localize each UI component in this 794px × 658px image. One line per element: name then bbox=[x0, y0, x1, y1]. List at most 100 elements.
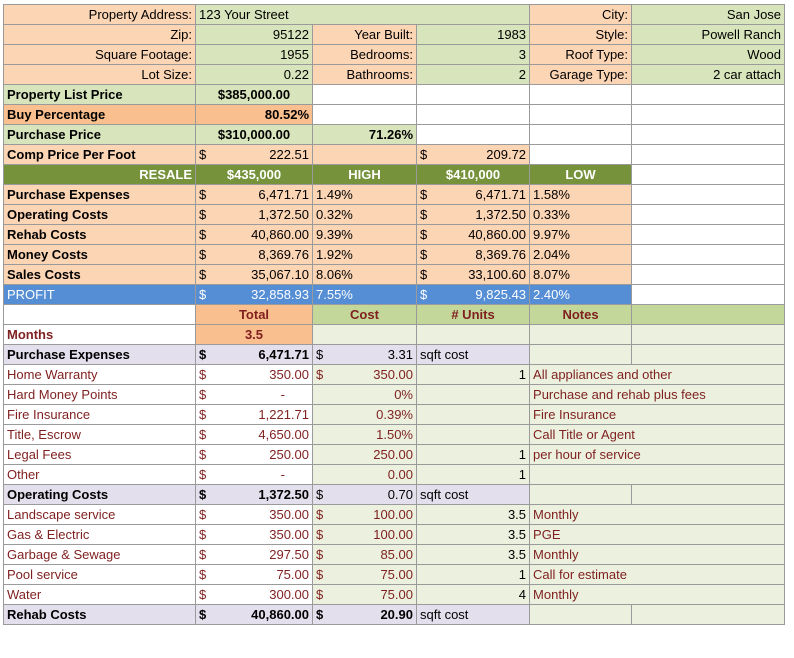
resale-low-pct: 2.04% bbox=[529, 244, 633, 265]
resale-row: Money Costs $8,369.76 1.92% $8,369.76 2.… bbox=[3, 244, 786, 265]
lot-label: Lot Size: bbox=[3, 64, 196, 85]
profit-high-amount: 32,858.93 bbox=[251, 287, 309, 302]
operating-cost[interactable]: 100.00 bbox=[373, 507, 413, 522]
resale-row: Sales Costs $35,067.10 8.06% $33,100.60 … bbox=[3, 264, 786, 285]
purchase-price-pct: 71.26% bbox=[312, 124, 417, 145]
resale-row: Operating Costs $1,372.50 0.32% $1,372.5… bbox=[3, 204, 786, 225]
currency-symbol: $ bbox=[199, 267, 207, 282]
sqft-value[interactable]: 1955 bbox=[195, 44, 313, 65]
resale-high-pct: 8.06% bbox=[312, 264, 417, 285]
resale-high-amount: 40,860.00 bbox=[251, 227, 309, 242]
currency-symbol: $ bbox=[199, 467, 207, 482]
operating-label: Pool service bbox=[3, 564, 196, 585]
style-value[interactable]: Powell Ranch bbox=[631, 24, 786, 45]
operating-note[interactable]: Monthly bbox=[529, 504, 786, 525]
roof-value[interactable]: Wood bbox=[631, 44, 786, 65]
resale-high-pct: 1.92% bbox=[312, 244, 417, 265]
row-address: Property Address: 123 Your Street City: … bbox=[3, 4, 786, 25]
resale-low-pct: 0.33% bbox=[529, 204, 633, 225]
operating-costs-unit-note: sqft cost bbox=[415, 484, 531, 505]
address-label: Property Address: bbox=[3, 4, 196, 25]
year-built-value[interactable]: 1983 bbox=[415, 24, 531, 45]
buy-percentage-value[interactable]: 80.52% bbox=[195, 104, 313, 125]
currency-symbol: $ bbox=[199, 227, 207, 242]
operating-cost[interactable]: 100.00 bbox=[373, 527, 413, 542]
operating-units[interactable]: 1 bbox=[415, 564, 531, 585]
header-notes: Notes bbox=[529, 304, 633, 325]
expense-note[interactable]: Call Title or Agent bbox=[529, 424, 786, 445]
currency-symbol: $ bbox=[199, 567, 207, 582]
expense-label: Home Warranty bbox=[3, 364, 196, 385]
list-price-value[interactable]: $385,000.00 bbox=[195, 84, 313, 105]
expense-cost[interactable]: 0.39% bbox=[312, 404, 417, 425]
comp-low-value[interactable]: 209.72 bbox=[486, 147, 527, 162]
purchase-expenses-cost: 3.31 bbox=[387, 347, 413, 362]
expense-cost[interactable]: 0% bbox=[312, 384, 417, 405]
currency-symbol: $ bbox=[420, 267, 428, 282]
currency-symbol: $ bbox=[199, 447, 207, 462]
expense-units[interactable] bbox=[415, 384, 531, 405]
expense-row: Legal Fees $250.00 250.00 1 per hour of … bbox=[3, 444, 786, 465]
resale-low-value[interactable]: $410,000 bbox=[415, 164, 531, 185]
operating-note[interactable]: Monthly bbox=[529, 584, 786, 605]
operating-units[interactable]: 3.5 bbox=[415, 504, 531, 525]
expense-note[interactable]: per hour of service bbox=[529, 444, 786, 465]
city-value[interactable]: San Jose bbox=[631, 4, 786, 25]
currency-symbol: $ bbox=[420, 287, 428, 302]
operating-note[interactable]: Monthly bbox=[529, 544, 786, 565]
currency-symbol: $ bbox=[199, 547, 207, 562]
purchase-price-value[interactable]: $310,000.00 bbox=[195, 124, 313, 145]
bathrooms-label: Bathrooms: bbox=[312, 64, 417, 85]
operating-cost[interactable]: 75.00 bbox=[380, 567, 413, 582]
expense-units[interactable] bbox=[415, 404, 531, 425]
purchase-expenses-unit-note: sqft cost bbox=[415, 344, 531, 365]
expense-units[interactable]: 1 bbox=[415, 464, 531, 485]
expense-cost[interactable]: 0.00 bbox=[312, 464, 417, 485]
resale-row-label: Money Costs bbox=[3, 244, 196, 265]
operating-units[interactable]: 3.5 bbox=[415, 544, 531, 565]
row-profit: PROFIT $32,858.93 7.55% $9,825.43 2.40% bbox=[3, 284, 786, 305]
months-label: Months bbox=[3, 324, 196, 345]
operating-row: Gas & Electric $350.00 $100.00 3.5 PGE bbox=[3, 524, 786, 545]
expense-note[interactable]: All appliances and other bbox=[529, 364, 786, 385]
expense-note[interactable]: Purchase and rehab plus fees bbox=[529, 384, 786, 405]
currency-symbol: $ bbox=[316, 527, 324, 542]
expense-units[interactable]: 1 bbox=[415, 444, 531, 465]
operating-row: Pool service $75.00 $75.00 1 Call for es… bbox=[3, 564, 786, 585]
operating-units[interactable]: 4 bbox=[415, 584, 531, 605]
currency-symbol: $ bbox=[199, 607, 207, 622]
operating-total: 297.50 bbox=[269, 547, 309, 562]
expense-note[interactable]: Fire Insurance bbox=[529, 404, 786, 425]
operating-units[interactable]: 3.5 bbox=[415, 524, 531, 545]
resale-high-value[interactable]: $435,000 bbox=[195, 164, 313, 185]
row-months: Months 3.5 bbox=[3, 324, 786, 345]
currency-symbol: $ bbox=[199, 147, 207, 162]
operating-note[interactable]: Call for estimate bbox=[529, 564, 786, 585]
bedrooms-value[interactable]: 3 bbox=[415, 44, 531, 65]
comp-high-value[interactable]: 222.51 bbox=[269, 147, 309, 162]
operating-row: Garbage & Sewage $297.50 $85.00 3.5 Mont… bbox=[3, 544, 786, 565]
bathrooms-value[interactable]: 2 bbox=[415, 64, 531, 85]
expense-units[interactable]: 1 bbox=[415, 364, 531, 385]
expense-cost[interactable]: 350.00 bbox=[373, 367, 413, 382]
expense-cost[interactable]: 250.00 bbox=[312, 444, 417, 465]
expense-cost[interactable]: 1.50% bbox=[312, 424, 417, 445]
resale-high-amount: 35,067.10 bbox=[251, 267, 309, 282]
operating-note[interactable]: PGE bbox=[529, 524, 786, 545]
row-purchase-price: Purchase Price $310,000.00 71.26% bbox=[3, 124, 786, 145]
operating-cost[interactable]: 75.00 bbox=[380, 587, 413, 602]
expense-units[interactable] bbox=[415, 424, 531, 445]
months-value[interactable]: 3.5 bbox=[195, 324, 313, 345]
expense-note[interactable] bbox=[529, 464, 786, 485]
expense-total: 250.00 bbox=[269, 447, 309, 462]
lot-value[interactable]: 0.22 bbox=[195, 64, 313, 85]
currency-symbol: $ bbox=[199, 487, 207, 502]
expense-row: Hard Money Points $ - 0% Purchase and reh… bbox=[3, 384, 786, 405]
profit-low-amount: 9,825.43 bbox=[475, 287, 527, 302]
zip-value[interactable]: 95122 bbox=[195, 24, 313, 45]
operating-cost[interactable]: 85.00 bbox=[380, 547, 413, 562]
flip-analysis-grid: Property Address: 123 Your Street City: … bbox=[3, 4, 786, 625]
style-label: Style: bbox=[529, 24, 633, 45]
garage-value[interactable]: 2 car attach bbox=[631, 64, 786, 85]
address-value[interactable]: 123 Your Street bbox=[194, 4, 531, 25]
